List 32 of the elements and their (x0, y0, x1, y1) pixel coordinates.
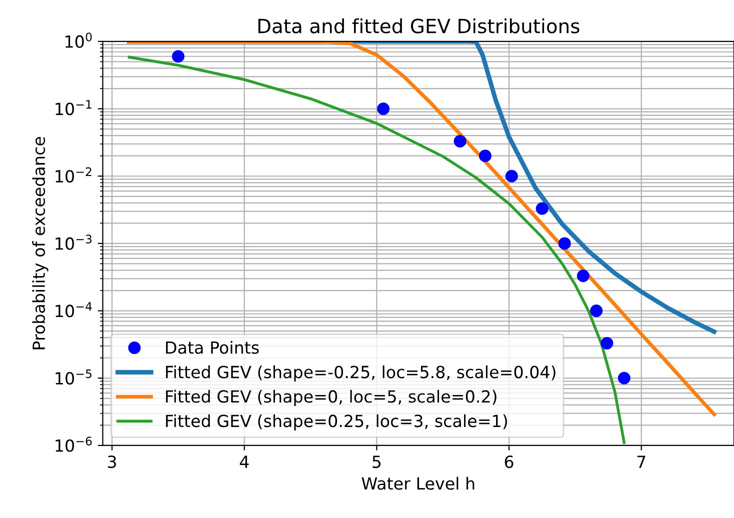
y-tick-label: 10$^{−2}$ (56, 167, 92, 183)
y-tick-label: 10$^{−4}$ (56, 302, 92, 318)
point (454, 134, 466, 148)
point (172, 50, 184, 63)
point (536, 202, 548, 215)
y-tick-label: 10$^{−1}$ (56, 100, 92, 116)
x-tick-label: 5 (372, 456, 381, 468)
chart-title: Data and fitted GEV Distributions (258, 18, 580, 34)
point (505, 170, 518, 182)
x-tick-label: 7 (637, 456, 646, 468)
legend-label: Fitted GEV (shape=0, loc=5, scale=0.2) (166, 390, 496, 406)
x-tick-label: 4 (240, 456, 249, 468)
x-tick-label: 3 (108, 455, 116, 468)
point (600, 336, 614, 350)
point (377, 102, 390, 116)
point (576, 270, 590, 282)
legend-label: Data Points (166, 340, 259, 354)
line-series (128, 56, 626, 444)
y-tick-label: 10$^{0}$ (66, 32, 92, 48)
x-axis-title: Water Level h (362, 476, 474, 490)
point (590, 304, 603, 318)
y-tick-label: 10$^{−6}$ (56, 436, 92, 452)
y-tick-label: 10$^{−5}$ (56, 369, 92, 385)
legend-label: Fitted GEV (shape=-0.25, loc=5.8, scale=0.04) (166, 365, 556, 382)
x-tick-label: 6 (504, 455, 514, 468)
point (618, 372, 630, 384)
legend-label: Fitted GEV (shape=0.25, loc=3, scale=1) (166, 414, 507, 430)
point (478, 150, 492, 162)
y-axis-title: Probability of exceedance (32, 136, 48, 350)
point (558, 237, 571, 250)
y-tick-label: 10$^{−3}$ (56, 234, 92, 250)
line-series (127, 41, 716, 334)
